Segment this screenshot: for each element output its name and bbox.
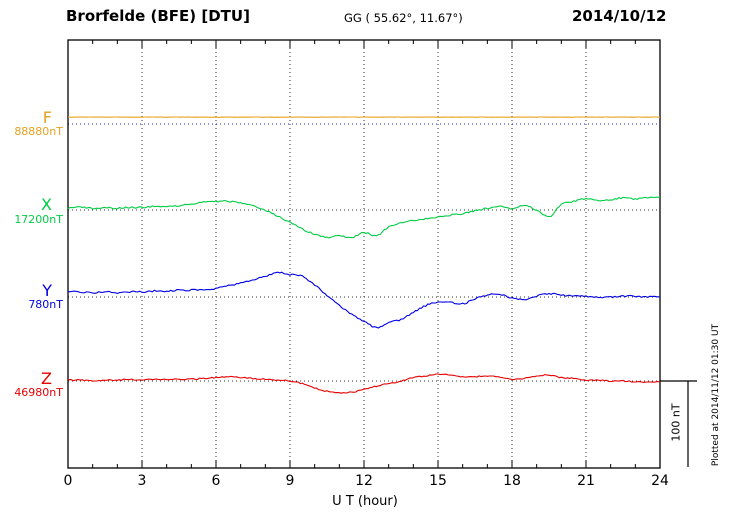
series-baseline-X: 17200nT: [14, 213, 63, 226]
x-tick-label: 6: [211, 473, 221, 489]
x-tick-label: 15: [429, 473, 447, 489]
x-tick-label: 3: [137, 473, 147, 489]
x-tick-label: 18: [503, 473, 521, 489]
series-baseline-Z: 46980nT: [14, 386, 63, 399]
trace-Y: [67, 271, 661, 329]
trace-X: [67, 196, 661, 239]
x-tick-label: 0: [63, 473, 73, 489]
x-axis-tick-labels: 0 3 6 9 12 15 18 21 24: [0, 473, 730, 493]
geo-coordinates-label: GG ( 55.62°, 11.67°): [344, 11, 463, 25]
trace-Z: [67, 373, 661, 394]
x-tick-label: 24: [651, 473, 669, 489]
x-tick-label: 12: [355, 473, 373, 489]
series-baseline-Y: 780nT: [28, 298, 63, 311]
date-label: 2014/10/12: [572, 7, 667, 25]
plotted-at-note: Plotted at 2014/11/12 01:30 UT: [711, 323, 721, 467]
page-title: Brorfelde (BFE) [DTU]: [66, 7, 250, 25]
series-letter-Z: Z: [41, 369, 52, 388]
series-letter-F: F: [42, 108, 52, 127]
x-axis-title: U T (hour): [332, 494, 398, 509]
series-baseline-F: 88880nT: [14, 125, 63, 138]
x-tick-label: 21: [577, 473, 595, 489]
series-letter-X: X: [41, 195, 52, 214]
x-tick-label: 9: [285, 473, 295, 489]
series-letter-Y: Y: [42, 281, 52, 300]
scale-bar-label: 100 nT: [669, 403, 683, 442]
